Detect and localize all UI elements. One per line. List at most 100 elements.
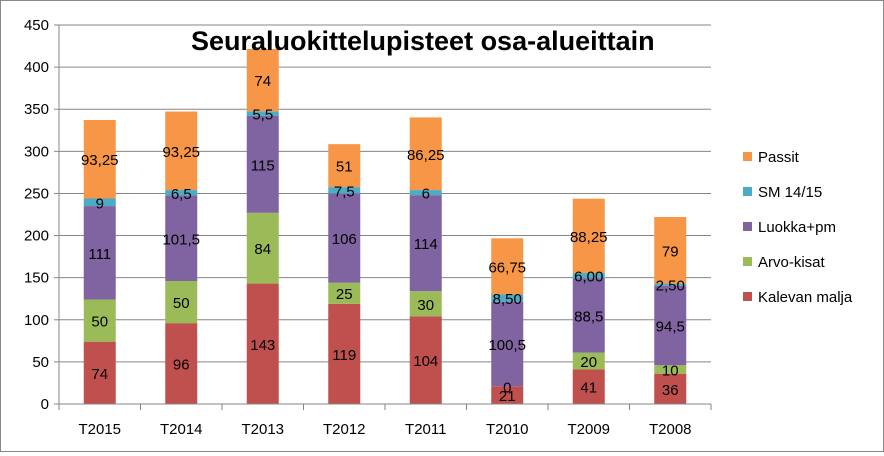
bar-segment — [654, 285, 687, 366]
data-label: 6,5 — [171, 186, 192, 203]
bar-segment — [409, 117, 442, 191]
y-tick-label: 50 — [32, 354, 49, 371]
bar-segment — [328, 193, 361, 283]
data-label: 7,5 — [334, 183, 355, 200]
chart-title: Seuraluokittelupisteet osa-alueittain — [191, 26, 655, 56]
bar-segment — [165, 190, 198, 196]
x-tick-label: T2014 — [160, 421, 203, 438]
x-tick-label: T2010 — [486, 421, 529, 438]
bar-segment — [165, 281, 198, 324]
bar-segment — [572, 278, 605, 353]
bar-segment — [165, 195, 198, 282]
legend-label: Passit — [758, 149, 800, 166]
y-tick-label: 100 — [24, 312, 49, 329]
legend-swatch — [743, 187, 752, 196]
bar-segment — [491, 238, 524, 295]
legend-swatch — [743, 222, 752, 231]
data-label: 88,25 — [570, 229, 608, 246]
data-label: 41 — [580, 380, 597, 397]
x-tick-label: T2012 — [323, 421, 366, 438]
data-label: 50 — [173, 295, 190, 312]
data-label: 96 — [173, 357, 190, 374]
y-tick-label: 350 — [24, 101, 49, 118]
bar-segment — [83, 206, 116, 300]
bar-segment — [83, 119, 116, 199]
data-label: 5,5 — [252, 107, 273, 124]
data-label: 86,25 — [407, 147, 445, 164]
data-label: 9 — [96, 195, 104, 212]
bar-segment — [246, 49, 279, 112]
data-label: 51 — [336, 159, 353, 176]
data-label: 84 — [254, 241, 271, 258]
x-tick-label: T2013 — [241, 421, 284, 438]
bar-segment — [83, 341, 116, 404]
data-label: 94,5 — [656, 318, 685, 335]
bar-segment — [572, 369, 605, 404]
data-label: 114 — [414, 236, 438, 253]
bar-segment — [246, 115, 279, 213]
data-label: 115 — [251, 157, 275, 174]
legend-swatch — [743, 292, 752, 301]
bar-segment — [328, 187, 361, 194]
legend-swatch — [743, 257, 752, 266]
data-label: 143 — [250, 337, 275, 354]
bar-segment — [572, 198, 605, 274]
data-label: 36 — [662, 382, 679, 399]
data-label: 10 — [662, 362, 679, 379]
data-label: 106 — [332, 231, 357, 248]
data-label: 6,00 — [574, 269, 603, 286]
bar-segment — [409, 190, 442, 196]
y-tick-label: 250 — [24, 185, 49, 202]
data-label: 8,50 — [493, 291, 522, 308]
data-label: 100,5 — [488, 337, 526, 354]
x-tick-label: T2015 — [78, 421, 121, 438]
y-tick-label: 450 — [24, 17, 49, 34]
data-label: 25 — [336, 286, 353, 303]
legend-label: Kalevan malja — [758, 289, 853, 306]
data-label: 74 — [254, 73, 271, 90]
legend-swatch — [743, 152, 752, 161]
data-label: 101,5 — [162, 231, 200, 248]
bar-segment — [491, 301, 524, 387]
bar-segment — [83, 299, 116, 342]
bar-segment — [572, 352, 605, 370]
bar-segment — [165, 323, 198, 404]
bar-segment — [328, 144, 361, 188]
y-tick-label: 400 — [24, 59, 49, 76]
y-tick-label: 0 — [41, 396, 49, 413]
data-label: 21 — [499, 388, 516, 405]
data-label: 93,25 — [162, 144, 200, 161]
data-label: 74 — [91, 366, 108, 383]
x-tick-label: T2009 — [567, 421, 610, 438]
bar-segment — [246, 212, 279, 284]
y-tick-label: 150 — [24, 270, 49, 287]
y-tick-label: 200 — [24, 228, 49, 245]
bar-segment — [572, 273, 605, 279]
bar-segment — [246, 283, 279, 404]
data-label: 111 — [88, 246, 111, 263]
bar-segment — [654, 283, 687, 286]
bar-segment — [328, 303, 361, 404]
data-label: 2,50 — [656, 278, 685, 295]
data-label: 30 — [417, 297, 434, 314]
bar-segment — [409, 195, 442, 292]
bar-segment — [165, 111, 198, 191]
data-label: 50 — [91, 314, 108, 331]
data-label: 0 — [503, 379, 511, 396]
data-label: 119 — [332, 347, 356, 364]
data-label: 93,25 — [81, 152, 119, 169]
bar-segment — [654, 365, 687, 374]
bar-segment — [654, 373, 687, 404]
legend-label: SM 14/15 — [758, 184, 822, 201]
bar-segment — [409, 291, 442, 317]
data-label: 20 — [580, 354, 597, 371]
bar-segment — [491, 386, 524, 404]
data-label: 104 — [413, 353, 438, 370]
bar-segment — [328, 282, 361, 304]
data-label: 79 — [662, 243, 679, 260]
bar-segment — [654, 217, 687, 284]
bar-segment — [409, 316, 442, 404]
bar-segment — [83, 198, 116, 207]
